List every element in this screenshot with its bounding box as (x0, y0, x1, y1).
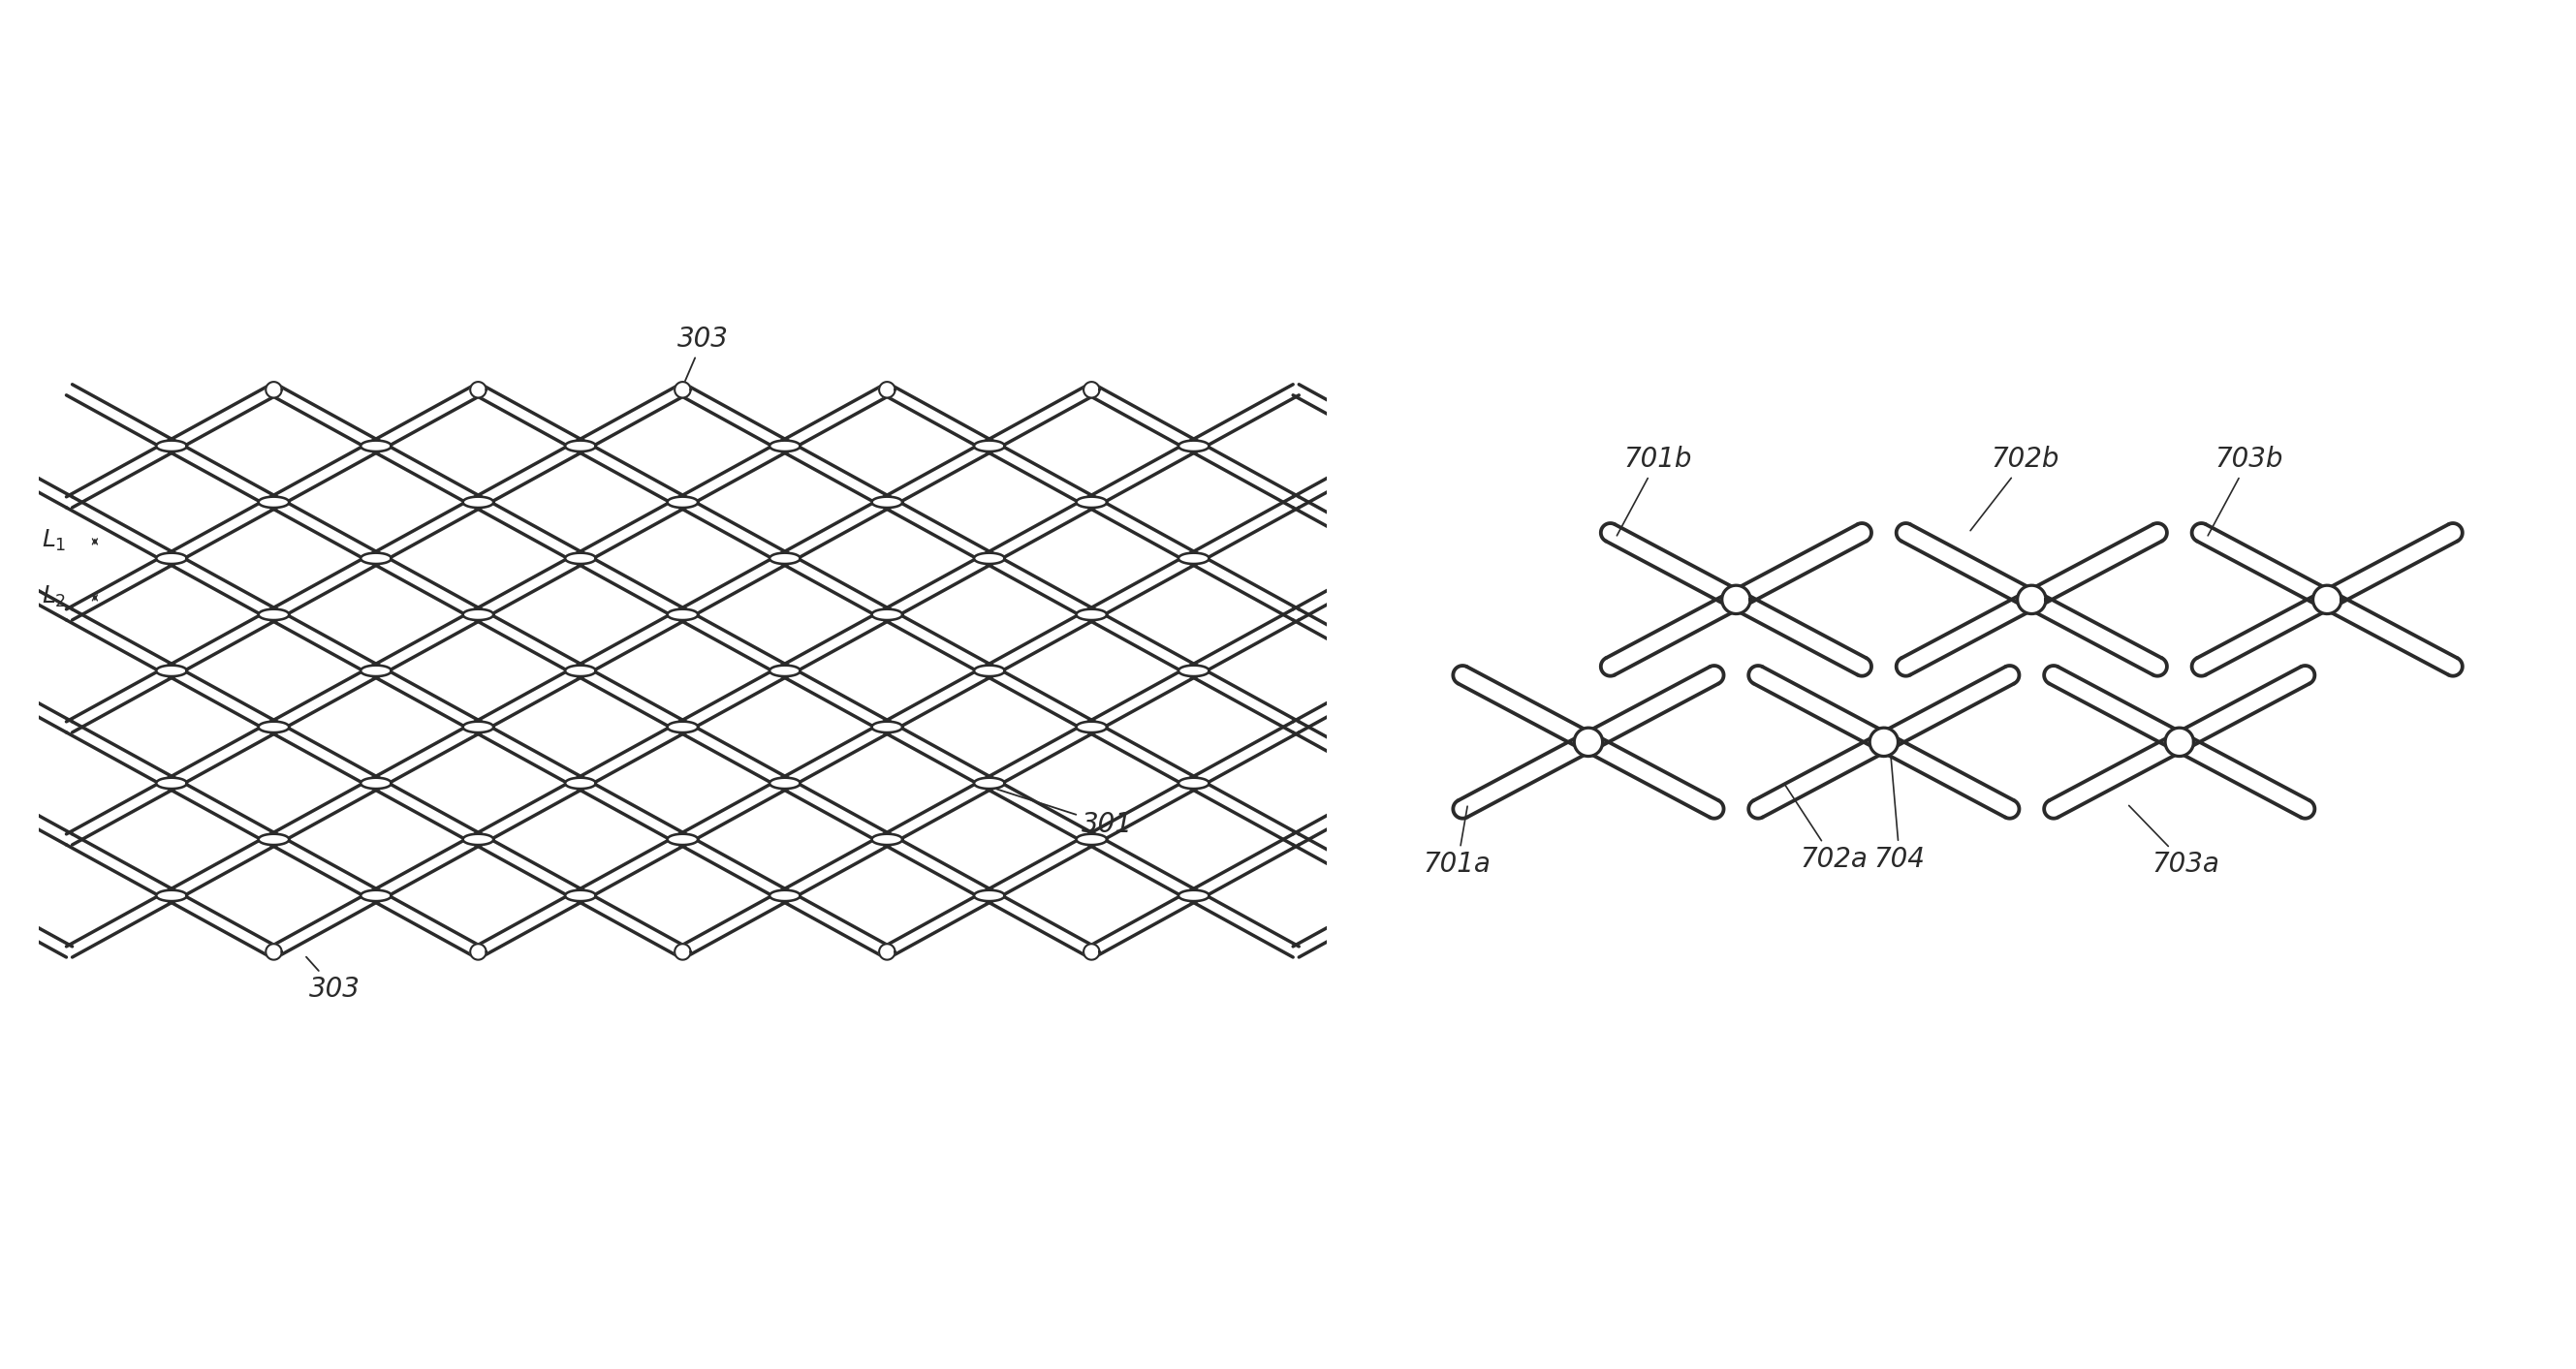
Polygon shape (361, 441, 392, 452)
Polygon shape (564, 553, 595, 564)
Text: 702a: 702a (1785, 784, 1868, 872)
Polygon shape (770, 665, 801, 676)
Polygon shape (157, 665, 188, 676)
Polygon shape (464, 834, 495, 845)
Polygon shape (464, 497, 495, 508)
Polygon shape (667, 497, 698, 508)
Text: 303: 303 (677, 326, 729, 385)
Polygon shape (871, 609, 902, 620)
Polygon shape (157, 890, 188, 901)
Polygon shape (871, 834, 902, 845)
Polygon shape (1084, 943, 1100, 960)
Polygon shape (667, 609, 698, 620)
Polygon shape (974, 441, 1005, 452)
Polygon shape (675, 382, 690, 398)
Polygon shape (878, 382, 894, 398)
Polygon shape (770, 553, 801, 564)
Text: 703b: 703b (2208, 446, 2282, 535)
Polygon shape (564, 778, 595, 789)
Polygon shape (361, 890, 392, 901)
Polygon shape (1721, 586, 1749, 613)
Polygon shape (770, 890, 801, 901)
Polygon shape (1177, 890, 1208, 901)
Text: 704: 704 (1875, 739, 1924, 872)
Polygon shape (770, 778, 801, 789)
Polygon shape (871, 721, 902, 732)
Polygon shape (464, 721, 495, 732)
Polygon shape (265, 382, 281, 398)
Text: 301: 301 (997, 789, 1133, 838)
Polygon shape (361, 553, 392, 564)
Polygon shape (258, 497, 289, 508)
Polygon shape (974, 890, 1005, 901)
Text: 303: 303 (307, 957, 361, 1002)
Polygon shape (265, 943, 281, 960)
Polygon shape (770, 441, 801, 452)
Polygon shape (871, 497, 902, 508)
Polygon shape (258, 721, 289, 732)
Polygon shape (2017, 586, 2045, 613)
Polygon shape (1870, 728, 1899, 756)
Polygon shape (157, 553, 188, 564)
Polygon shape (974, 778, 1005, 789)
Polygon shape (1077, 834, 1108, 845)
Polygon shape (667, 834, 698, 845)
Text: $L_2$: $L_2$ (41, 585, 67, 609)
Polygon shape (564, 441, 595, 452)
Polygon shape (258, 834, 289, 845)
Text: 702b: 702b (1971, 446, 2061, 531)
Text: 703a: 703a (2128, 805, 2221, 878)
Polygon shape (157, 778, 188, 789)
Polygon shape (157, 441, 188, 452)
Polygon shape (564, 890, 595, 901)
Polygon shape (1177, 665, 1208, 676)
Polygon shape (361, 778, 392, 789)
Polygon shape (675, 943, 690, 960)
Polygon shape (2166, 728, 2195, 756)
Text: $L_1$: $L_1$ (41, 528, 67, 553)
Polygon shape (1077, 609, 1108, 620)
Polygon shape (1177, 441, 1208, 452)
Polygon shape (878, 943, 894, 960)
Polygon shape (471, 943, 487, 960)
Polygon shape (464, 609, 495, 620)
Polygon shape (1077, 721, 1108, 732)
Polygon shape (1177, 553, 1208, 564)
Polygon shape (974, 553, 1005, 564)
Polygon shape (258, 609, 289, 620)
Text: 701b: 701b (1618, 446, 1692, 535)
Polygon shape (667, 721, 698, 732)
Polygon shape (1177, 778, 1208, 789)
Text: 701a: 701a (1425, 806, 1492, 878)
Polygon shape (1077, 497, 1108, 508)
Polygon shape (564, 665, 595, 676)
Polygon shape (1574, 728, 1602, 756)
Polygon shape (1084, 382, 1100, 398)
Polygon shape (2313, 586, 2342, 613)
Polygon shape (471, 382, 487, 398)
Polygon shape (974, 665, 1005, 676)
Polygon shape (361, 665, 392, 676)
